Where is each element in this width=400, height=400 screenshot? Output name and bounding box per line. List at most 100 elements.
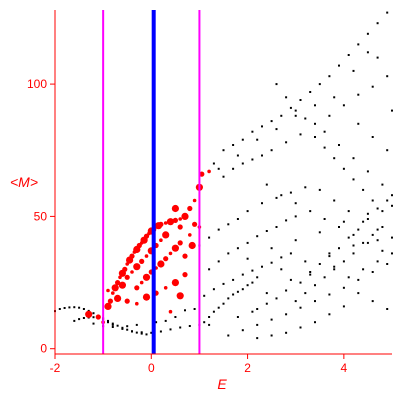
data-point [241,288,244,291]
data-point [318,83,321,86]
data-point [251,158,254,161]
data-point [352,244,355,247]
data-point [289,252,292,255]
data-point [174,316,177,318]
data-point [342,305,345,308]
highlighted-point [182,253,188,259]
data-point [256,337,259,340]
highlighted-point [166,218,175,226]
data-point [78,318,81,321]
data-point [323,218,326,220]
data-point [135,331,138,334]
data-point [78,306,81,309]
axes [54,10,392,355]
data-point [68,306,71,309]
data-point [150,331,153,334]
data-point [333,265,336,268]
data-point [285,289,288,292]
data-point [111,322,114,325]
data-point [357,122,360,125]
data-point [386,149,389,152]
data-point [179,326,182,329]
highlighted-point [122,266,128,272]
data-point [357,43,360,46]
data-point [107,319,109,322]
highlighted-point [177,224,183,230]
data-point [265,292,268,295]
x-axis-title: E [217,376,227,392]
data-point [246,210,249,213]
data-point [121,327,124,330]
data-point [338,64,340,67]
data-point [241,138,244,141]
data-point [299,133,302,136]
data-point [338,226,340,228]
highlighted-point [181,212,189,220]
data-point [309,271,312,273]
data-point [285,141,288,144]
data-point [126,328,129,331]
highlighted-point [187,205,193,212]
data-point [73,306,76,309]
data-point [357,228,360,231]
data-point [371,271,374,273]
highlighted-point [188,241,196,250]
highlighted-point [118,281,126,289]
data-point [280,114,283,117]
data-point [366,241,369,244]
data-point [299,306,302,309]
data-point [342,104,345,107]
highlighted-point [111,284,119,292]
data-point [246,257,249,260]
data-point [265,302,268,305]
data-point [347,210,350,213]
data-point [203,294,206,297]
data-point [304,117,307,120]
data-point [391,194,393,197]
data-point [366,218,369,220]
data-point [208,236,211,239]
data-point [328,75,331,78]
data-point [275,196,278,199]
data-point [333,199,336,202]
highlighted-point [176,292,184,300]
data-point [236,316,239,318]
data-point [241,273,244,276]
data-point [256,235,259,238]
highlighted-point [107,298,113,304]
highlighted-point [134,285,140,291]
data-point [366,51,369,54]
data-point [232,167,235,170]
highlighted-point [171,204,179,213]
data-point [323,130,326,133]
data-point [265,230,268,232]
highlighted-point [162,231,170,239]
data-point [366,212,369,215]
data-point [328,313,331,316]
data-point [92,312,95,315]
highlighted-point [85,310,93,318]
highlighted-point [172,217,178,223]
data-point [376,207,379,210]
data-point [289,106,292,109]
data-point [328,255,331,258]
data-point [376,228,379,231]
data-point [371,136,374,138]
data-point [217,167,220,170]
data-point [352,233,355,236]
data-point [376,239,379,242]
highlighted-point [124,274,130,280]
data-point [285,96,288,99]
data-point [376,260,379,263]
data-point [376,22,379,25]
highlighted-point [171,244,179,252]
data-point [256,276,259,279]
data-point [376,56,379,59]
highlighted-point [159,238,163,242]
highlighted-point [163,256,169,262]
data-point [333,96,336,99]
data-point [92,322,95,325]
data-point [304,292,307,295]
data-point [270,318,273,321]
highlighted-point [115,280,121,286]
